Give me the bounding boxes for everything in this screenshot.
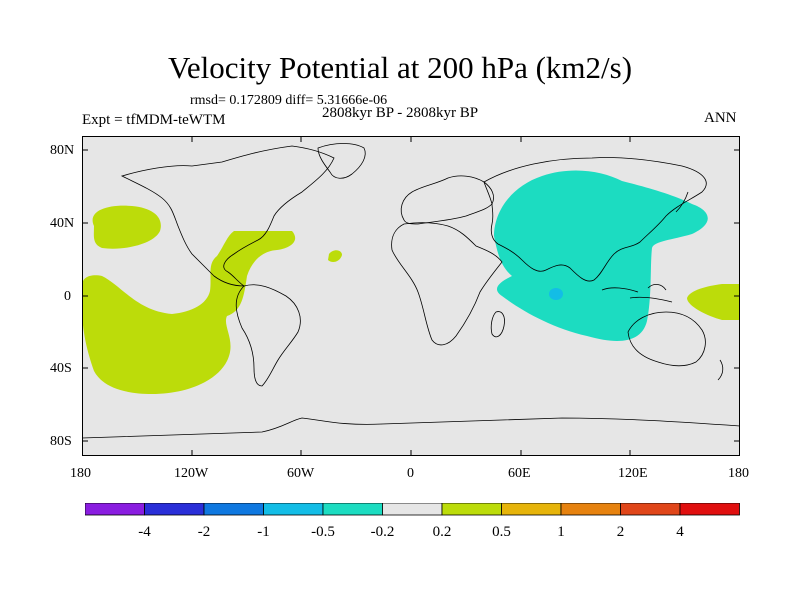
season-label: ANN — [704, 110, 737, 126]
coastline-new-zealand — [717, 359, 724, 381]
period-label: 2808kyr BP - 2808kyr BP — [322, 105, 479, 121]
colorbar-label-8: 2 — [617, 524, 625, 540]
colorbar-label-2: -1 — [257, 524, 270, 540]
colorbar-label-1: -2 — [198, 524, 211, 540]
axis-ticks — [82, 136, 740, 456]
coastline-greenland — [317, 143, 366, 179]
experiment-label: Expt = tfMDM-teWTM — [82, 112, 226, 128]
positive-region-atlantic — [328, 250, 342, 263]
coastline-japan — [675, 191, 689, 213]
coastline-north-america — [120, 145, 335, 287]
stats-text: rmsd= 0.172809 diff= 5.31666e-06 — [190, 93, 388, 108]
coastline-africa — [391, 222, 503, 346]
colorbar-labels: -4 -2 -1 -0.5 -0.2 0.2 0.5 1 2 4 — [138, 524, 684, 540]
colorbar-box-1 — [144, 503, 205, 516]
plot-title: Velocity Potential at 200 hPa (km2/s) — [167, 50, 633, 85]
colorbar-label-5: 0.2 — [433, 524, 452, 540]
coastline-europe — [400, 175, 494, 225]
colorbar-label-6: 0.5 — [492, 524, 511, 540]
coastline-asia — [483, 157, 707, 282]
colorbar-box-10 — [679, 503, 740, 516]
colorbar-label-3: -0.5 — [311, 524, 335, 540]
lon-label-120w: 120W — [174, 466, 209, 481]
coastline-indonesia — [601, 284, 673, 303]
coastlines — [82, 143, 740, 439]
lon-label-180e: 180 — [728, 466, 749, 481]
colorbar-boxes — [85, 503, 740, 516]
colorbar-label-7: 1 — [557, 524, 565, 540]
lat-label-40s: 40S — [50, 361, 72, 376]
lon-label-60e: 60E — [508, 466, 531, 481]
lon-label-180w: 180 — [70, 466, 91, 481]
colorbar-box-2 — [203, 503, 264, 516]
lon-label-60w: 60W — [287, 466, 315, 481]
lon-label-120e: 120E — [618, 466, 648, 481]
map-panel — [82, 136, 740, 456]
lon-label-0: 0 — [407, 466, 414, 481]
lat-label-40n: 40N — [50, 216, 75, 231]
strong-negative-region — [549, 288, 563, 300]
colorbar-label-0: -4 — [138, 524, 151, 540]
positive-region-west-pacific — [687, 284, 740, 320]
colorbar-box-9 — [620, 503, 681, 516]
coastline-madagascar — [490, 311, 505, 338]
colorbar-box-0 — [85, 503, 145, 516]
colorbar: -4 -2 -1 -0.5 -0.2 0.2 0.5 1 2 4 — [85, 503, 740, 540]
lat-label-80n: 80N — [50, 143, 75, 158]
colorbar-box-6 — [441, 503, 502, 516]
colorbar-label-9: 4 — [676, 524, 684, 540]
lat-label-80s: 80S — [50, 434, 72, 449]
negative-region-asia-indian-ocean — [494, 170, 708, 341]
coastline-australia — [627, 311, 706, 367]
coastline-antarctica — [82, 417, 740, 439]
positive-region-north-pacific — [92, 205, 161, 249]
positive-region-south-pacific — [82, 231, 296, 394]
colorbar-box-5 — [382, 503, 443, 516]
lat-label-0: 0 — [64, 289, 71, 304]
colorbar-label-4: -0.2 — [371, 524, 395, 540]
colorbar-box-7 — [501, 503, 562, 516]
colorbar-box-3 — [263, 503, 324, 516]
colorbar-box-8 — [560, 503, 621, 516]
anomaly-shading — [82, 170, 740, 394]
coastline-south-america — [235, 284, 301, 387]
colorbar-box-4 — [322, 503, 383, 516]
